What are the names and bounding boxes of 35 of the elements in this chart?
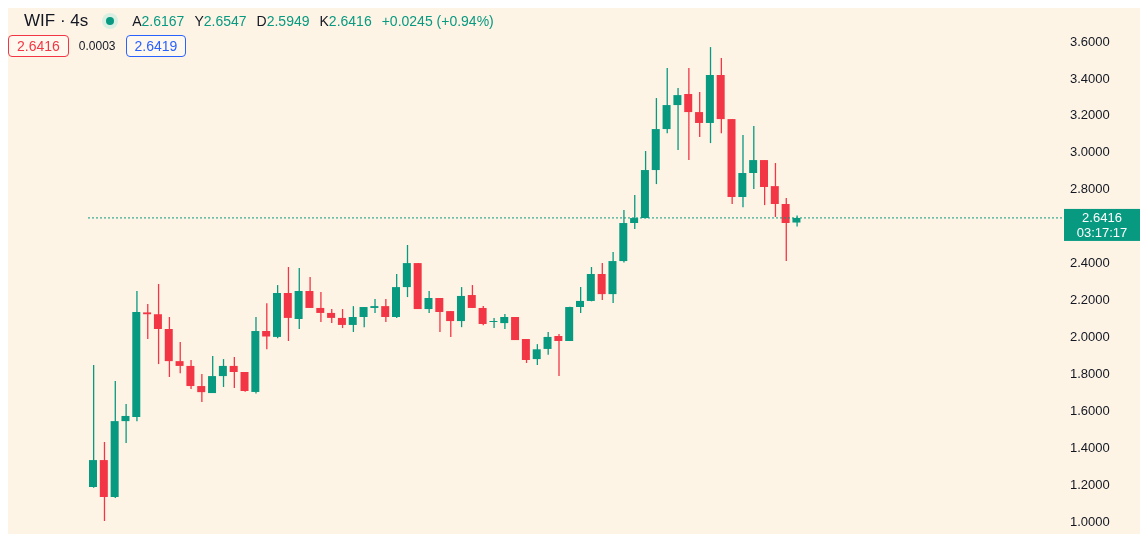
candlestick [554, 333, 563, 377]
candlestick [435, 297, 444, 332]
y-tick-label: 2.4000 [1070, 255, 1110, 271]
candlestick [316, 292, 325, 322]
y-tick-label: 1.6000 [1070, 402, 1110, 418]
y-tick-label: 3.6000 [1070, 33, 1110, 49]
ref-line-label: 2.6416 [1082, 209, 1122, 225]
y-tick-label: 1.8000 [1070, 365, 1110, 381]
text: A2.6167 [132, 13, 185, 29]
candlestick [489, 317, 498, 329]
text: D2.5949 [256, 13, 310, 29]
text: 03:17:17 [1076, 224, 1128, 240]
candlestick [684, 67, 693, 161]
y-tick-label: 2.8000 [1070, 181, 1110, 197]
y-tick-label: 1.2000 [1070, 476, 1110, 492]
candlestick [121, 403, 130, 444]
y-tick-label: 1.4000 [1070, 439, 1110, 455]
candlestick [370, 299, 379, 313]
y-tick-label: 2.0000 [1070, 329, 1110, 344]
candlestick [500, 314, 509, 329]
chart-title: WIF · 4s [24, 11, 89, 31]
y-tick-label: 3.4000 [1070, 70, 1110, 86]
text: +0.0245 (+0.94%) [381, 13, 494, 29]
y-tick-label: 1.0000 [1070, 513, 1110, 529]
text: Y2.6547 [194, 13, 247, 29]
y-tick-label: 2.2000 [1070, 292, 1110, 308]
candlestick [197, 374, 206, 403]
candlestick [673, 88, 682, 150]
y-tick-label: 3.2000 [1070, 107, 1110, 123]
candlestick [738, 134, 747, 208]
annotation: 0.0003 [78, 39, 116, 53]
y-tick-label: 3.0000 [1070, 144, 1110, 160]
annotation: 2.6419 [125, 35, 187, 57]
text: 2.6416 [8, 35, 69, 57]
text: K2.6416 [319, 13, 372, 29]
